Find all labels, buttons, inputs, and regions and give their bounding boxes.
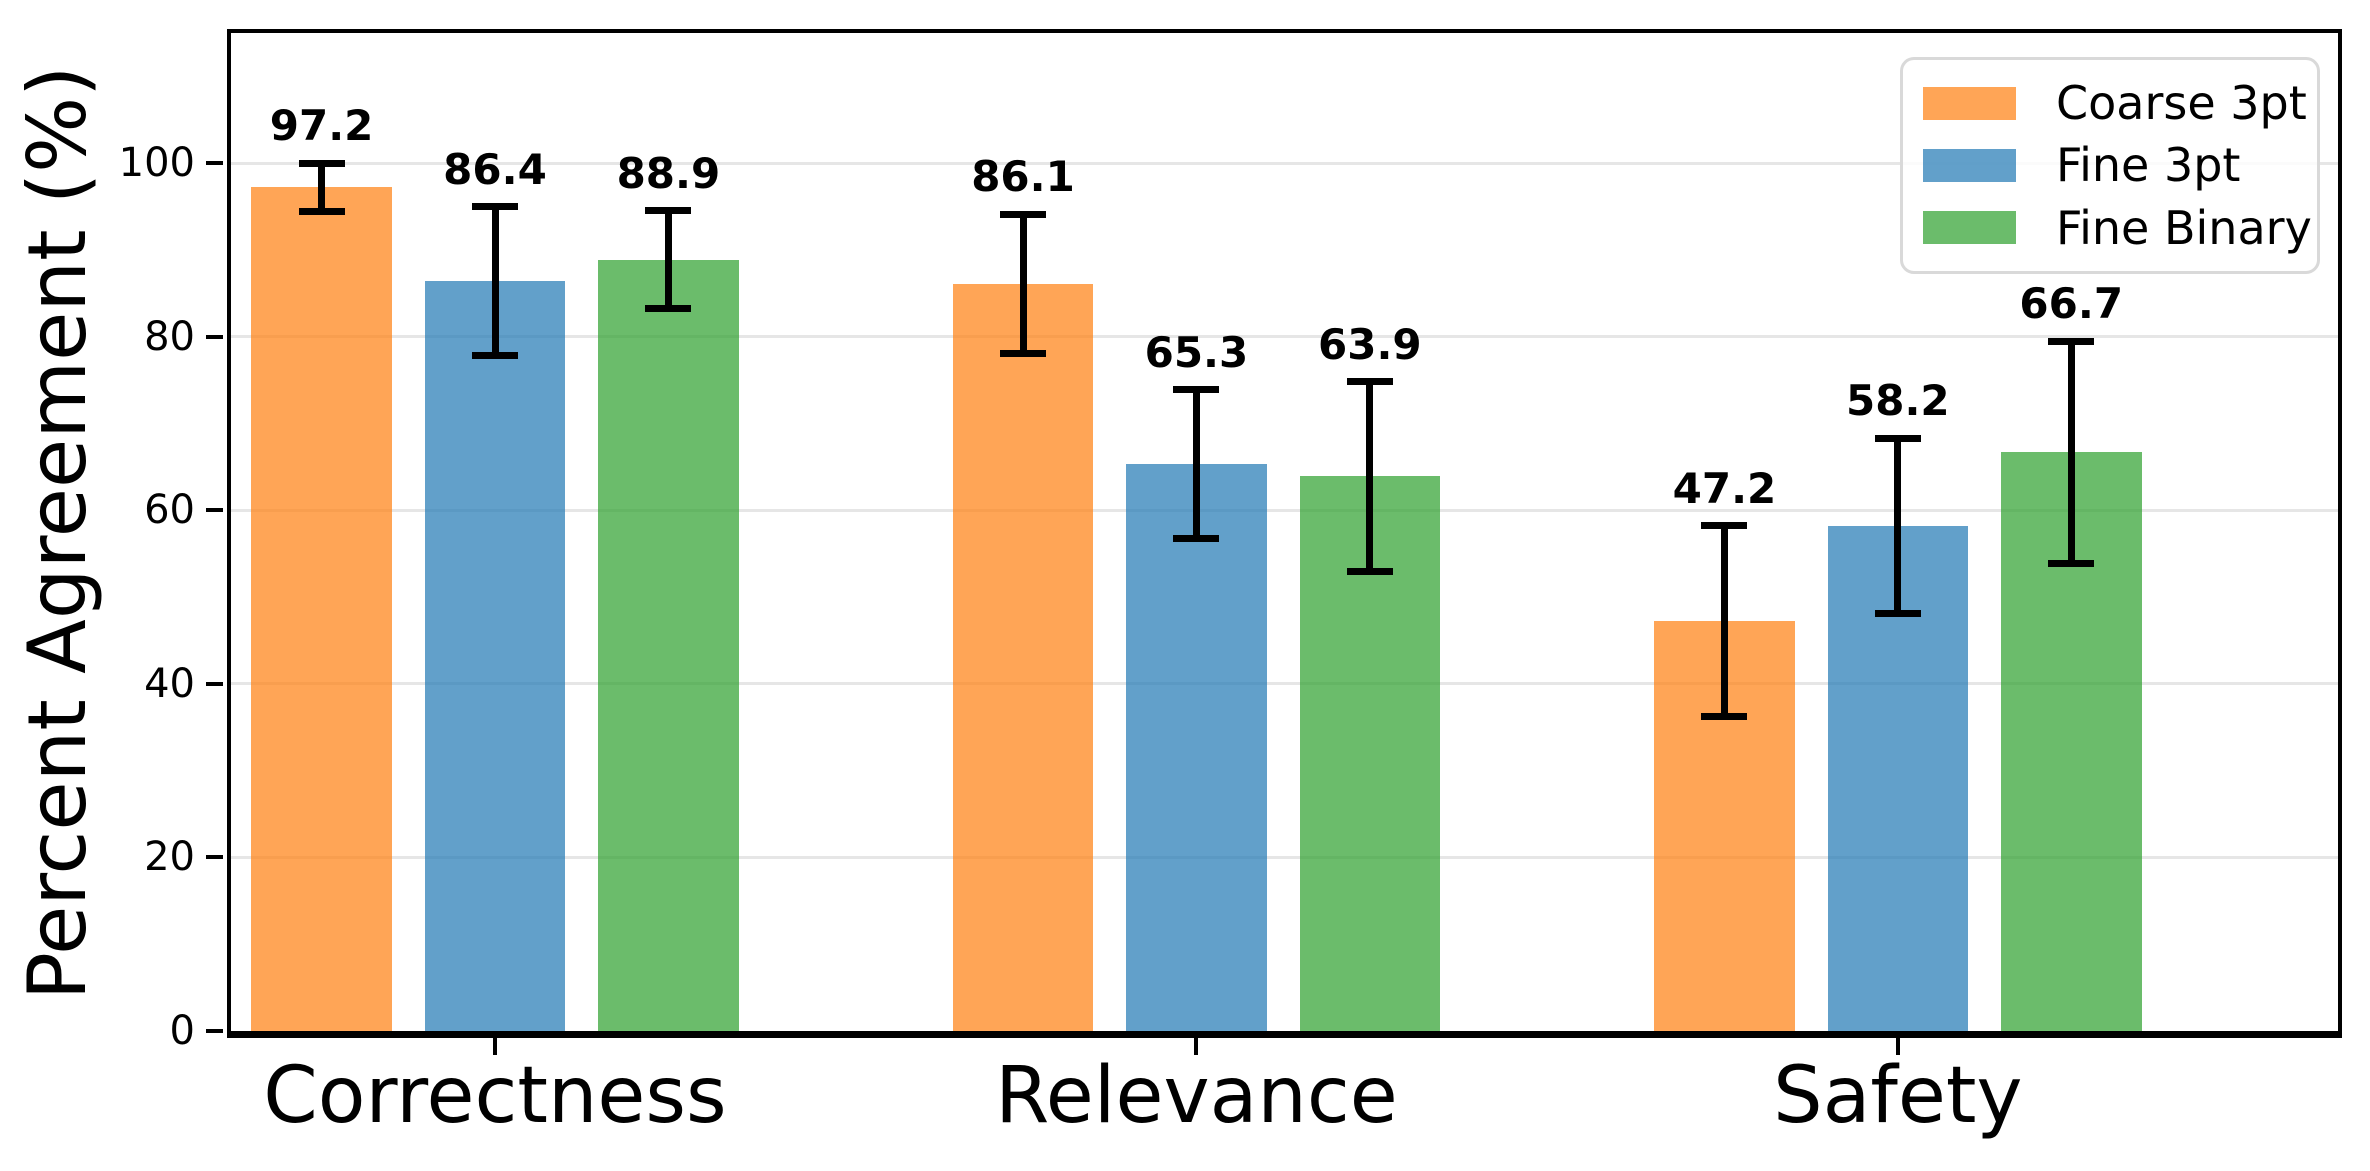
bar-value-label: 63.9 [1318, 319, 1422, 369]
bar-value-label: 97.2 [269, 101, 374, 151]
legend-swatch [1923, 86, 2016, 120]
y-tick-mark [206, 855, 223, 860]
error-bar-line [318, 163, 326, 212]
gridline [231, 161, 2338, 165]
bar [251, 187, 392, 1031]
bar-value-label: 47.2 [1672, 463, 1777, 513]
legend: Coarse 3pt Fine 3pt Fine Binary [1900, 57, 2320, 274]
bar-value-label: 66.7 [2019, 279, 2124, 329]
error-bar-cap [1874, 434, 1921, 442]
plot-area: Coarse 3pt Fine 3pt Fine Binary 0 20 40 60 80 1… [119, 29, 2342, 1135]
error-bar-line [1019, 214, 1027, 354]
error-bar-cap [298, 159, 345, 167]
y-tick-label: 80 [144, 313, 195, 360]
y-tick-mark [206, 161, 223, 166]
bar [424, 281, 566, 1031]
y-tick-label: 60 [144, 487, 195, 534]
x-tick-mark [493, 1038, 497, 1055]
error-bar-cap [2048, 337, 2095, 345]
legend-swatch [1923, 211, 2016, 245]
legend-label: Fine Binary [2056, 200, 2312, 255]
error-bar-cap [1000, 210, 1047, 218]
error-bar-cap [645, 207, 692, 215]
x-tick-label-correctness: Correctness [263, 1051, 727, 1141]
y-tick-label: 20 [144, 834, 195, 881]
legend-label: Coarse 3pt [2056, 76, 2307, 131]
x-tick-mark [1194, 1038, 1199, 1055]
y-tick-label: 100 [118, 140, 195, 187]
error-bar-line [1894, 438, 1902, 614]
y-tick-mark [206, 508, 223, 513]
gridline [231, 855, 2338, 859]
x-tick-mark [1895, 1038, 1900, 1055]
gridline [231, 682, 2338, 686]
y-tick-mark [206, 681, 223, 686]
error-bar-line [664, 210, 672, 309]
error-bar-cap [298, 208, 345, 216]
bar-value-label: 58.2 [1846, 376, 1950, 426]
gridline [231, 508, 2338, 512]
legend-item: Fine Binary [1923, 205, 2312, 251]
error-bar-cap [1346, 378, 1393, 386]
y-tick-label: 0 [169, 1008, 195, 1054]
legend-swatch [1923, 148, 2016, 182]
error-bar-cap [472, 203, 518, 211]
error-bar-line [2067, 341, 2075, 564]
error-bar-cap [2048, 559, 2095, 567]
error-bar-cap [1173, 535, 1220, 543]
x-tick-label-relevance: Relevance [995, 1051, 1398, 1141]
bar-value-label: 86.1 [971, 152, 1075, 202]
error-bar-cap [1874, 610, 1921, 618]
bar [952, 283, 1094, 1031]
legend-item: Coarse 3pt [1923, 80, 2307, 126]
y-axis-label: Percent Agreement (%) [11, 65, 104, 1001]
error-bar-line [491, 206, 499, 356]
legend-item: Fine 3pt [1923, 142, 2297, 188]
y-tick-mark [206, 1029, 223, 1033]
error-bar-cap [1346, 567, 1393, 575]
legend-label: Fine 3pt [2056, 138, 2241, 193]
bar-value-label: 86.4 [443, 144, 547, 194]
y-tick-mark [206, 334, 223, 339]
error-bar-cap [1173, 386, 1220, 394]
error-bar-line [1366, 381, 1374, 572]
error-bar-line [1192, 389, 1200, 539]
error-bar-cap [472, 352, 518, 360]
gridline [231, 335, 2338, 339]
bar [598, 259, 739, 1031]
bar [1126, 464, 1267, 1031]
error-bar-cap [1701, 713, 1748, 721]
error-bar-cap [645, 304, 692, 312]
bar-value-label: 65.3 [1144, 327, 1249, 377]
error-bar-cap [1701, 522, 1748, 530]
y-tick-label: 40 [144, 660, 195, 707]
x-tick-label-safety: Safety [1773, 1051, 2023, 1141]
error-bar-line [1720, 525, 1728, 717]
error-bar-cap [1000, 349, 1047, 357]
bar-value-label: 88.9 [616, 148, 721, 198]
